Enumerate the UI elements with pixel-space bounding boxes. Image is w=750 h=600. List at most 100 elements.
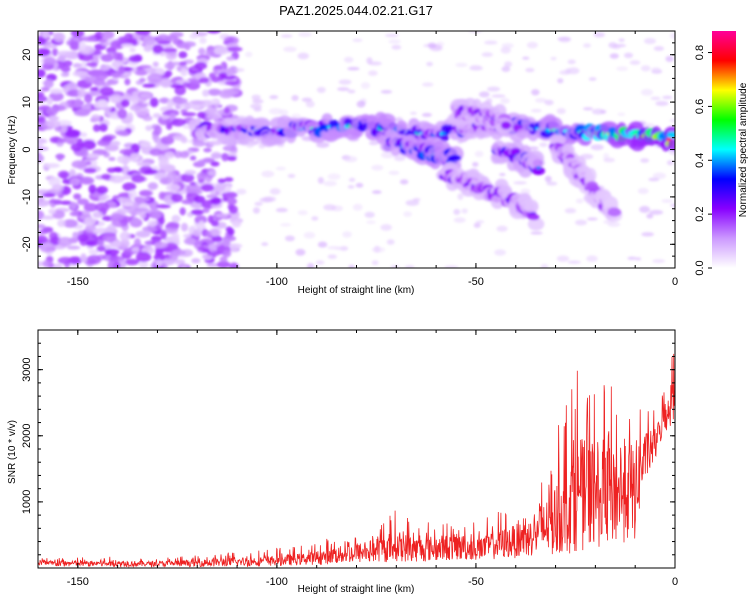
heatmap-cell bbox=[297, 52, 309, 60]
heatmap-cell bbox=[639, 205, 651, 213]
heatmap-cell bbox=[197, 159, 207, 165]
heatmap-cell bbox=[327, 254, 337, 259]
heatmap-cell bbox=[528, 146, 539, 150]
heatmap-cell bbox=[180, 264, 188, 268]
heatmap-cell bbox=[184, 43, 191, 51]
heatmap-cell bbox=[38, 210, 45, 221]
snr-x-ticks: -150 -100 -50 0 bbox=[37, 330, 678, 588]
heatmap-cell bbox=[405, 199, 420, 206]
heatmap-cell bbox=[355, 182, 364, 188]
heatmap-cell bbox=[174, 150, 183, 159]
heatmap-cell bbox=[42, 192, 56, 198]
heatmap-cell bbox=[159, 177, 173, 185]
heatmap-cell bbox=[550, 56, 557, 61]
heatmap-cell bbox=[297, 210, 308, 216]
heatmap-cell bbox=[138, 190, 152, 197]
colorbar-tick-label: 0.4 bbox=[694, 153, 706, 168]
heatmap-cell bbox=[38, 261, 44, 267]
heatmap-cell bbox=[640, 65, 651, 72]
heatmap-cell bbox=[380, 224, 392, 231]
heatmap-cell bbox=[77, 233, 89, 243]
x-tick-label: -50 bbox=[468, 576, 484, 588]
heatmap-cell bbox=[303, 231, 316, 239]
heatmap-cell bbox=[98, 196, 107, 202]
heatmap-cell bbox=[371, 190, 382, 194]
heatmap-cell bbox=[280, 223, 292, 227]
heatmap-cell bbox=[38, 224, 46, 229]
heatmap-cell bbox=[124, 258, 140, 266]
heatmap-cell bbox=[337, 87, 350, 92]
x-tick-label: -100 bbox=[266, 276, 288, 288]
heatmap-cell bbox=[45, 107, 58, 116]
snr-y-ticks: 1000 2000 3000 bbox=[21, 329, 675, 569]
heatmap-cell bbox=[496, 225, 508, 232]
heatmap-cell bbox=[117, 197, 132, 203]
heatmap-cell bbox=[107, 261, 115, 268]
heatmap-cell bbox=[57, 236, 73, 247]
heatmap-cell bbox=[192, 140, 206, 147]
heatmap-cell bbox=[135, 230, 151, 238]
heatmap-cell bbox=[334, 246, 343, 251]
heatmap-cell bbox=[119, 231, 131, 242]
heatmap-cell bbox=[51, 184, 64, 192]
heatmap-cell bbox=[96, 185, 108, 195]
heatmap-cell bbox=[371, 260, 379, 266]
heatmap-cell bbox=[214, 65, 224, 70]
heatmap-cell bbox=[126, 112, 134, 122]
heatmap-cell bbox=[133, 207, 150, 213]
heatmap-cell bbox=[279, 109, 289, 116]
heatmap-cell bbox=[95, 202, 110, 213]
snr-x-axis-title: Height of straight line (km) bbox=[298, 584, 415, 595]
heatmap-cell bbox=[128, 55, 142, 63]
heatmap-cell bbox=[178, 61, 187, 66]
heatmap-cell bbox=[172, 176, 179, 184]
heatmap-cell bbox=[317, 176, 324, 184]
y-tick-label: -10 bbox=[21, 189, 33, 205]
heatmap-x-axis-title: Height of straight line (km) bbox=[298, 285, 415, 296]
heatmap-cell bbox=[139, 92, 152, 99]
heatmap-cell bbox=[43, 56, 56, 66]
heatmap-cell bbox=[368, 70, 378, 76]
heatmap-cell bbox=[171, 118, 186, 127]
heatmap-cell bbox=[208, 140, 223, 146]
heatmap-cell bbox=[546, 181, 558, 186]
heatmap-cell bbox=[666, 131, 675, 139]
heatmap-cell bbox=[305, 100, 315, 108]
colorbar-title: Normalized spectral amplitude bbox=[738, 82, 749, 217]
heatmap-cell bbox=[72, 63, 82, 69]
heatmap-cell bbox=[88, 184, 97, 194]
heatmap-cell bbox=[158, 216, 165, 225]
heatmap-cell bbox=[629, 60, 641, 65]
heatmap-cell bbox=[79, 53, 94, 62]
heatmap-cell bbox=[184, 169, 197, 175]
heatmap-cell bbox=[48, 115, 60, 122]
heatmap-cell bbox=[180, 137, 188, 144]
heatmap-cell bbox=[69, 40, 80, 50]
heatmap-cell bbox=[86, 254, 102, 265]
heatmap-cell bbox=[48, 199, 63, 204]
heatmap-cell bbox=[210, 228, 220, 237]
x-tick-label: -100 bbox=[266, 576, 288, 588]
heatmap-cell bbox=[214, 184, 226, 192]
heatmap-cell bbox=[128, 189, 138, 200]
heatmap-cell bbox=[192, 229, 202, 237]
heatmap-cell bbox=[122, 182, 137, 192]
heatmap-cell bbox=[92, 211, 103, 219]
x-tick-label: -50 bbox=[468, 276, 484, 288]
heatmap-cell bbox=[360, 82, 371, 89]
heatmap-cell bbox=[110, 140, 121, 147]
heatmap-cell bbox=[306, 262, 315, 268]
heatmap-cell bbox=[347, 66, 360, 71]
y-tick-label: 1000 bbox=[21, 490, 33, 514]
heatmap-cell bbox=[180, 173, 195, 183]
heatmap-cell bbox=[81, 140, 96, 150]
heatmap-cell bbox=[388, 39, 401, 44]
heatmap-cell bbox=[667, 138, 675, 151]
heatmap-cell bbox=[162, 258, 175, 266]
heatmap-cell bbox=[149, 97, 159, 108]
heatmap-cell bbox=[117, 108, 128, 119]
heatmap-cell bbox=[531, 166, 546, 176]
heatmap-cell bbox=[607, 208, 622, 217]
heatmap-cell bbox=[222, 238, 231, 248]
heatmap-cell bbox=[226, 155, 237, 161]
